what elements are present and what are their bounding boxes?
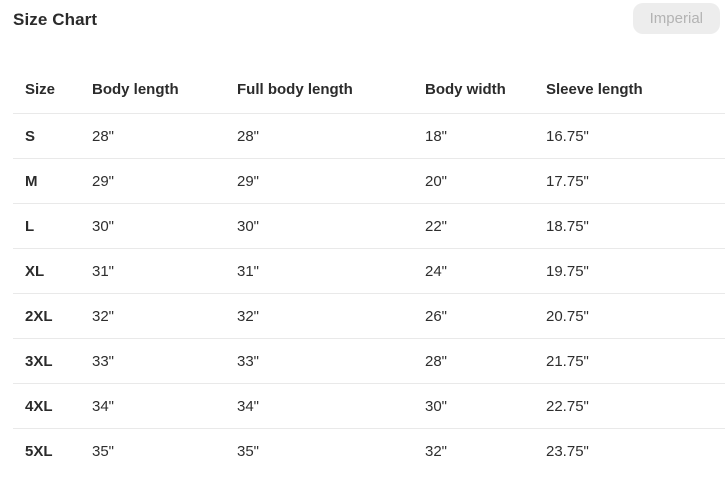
measurement-cell: 21.75": [534, 338, 725, 384]
measurement-cell: 20.75": [534, 293, 725, 339]
measurement-cell: 33": [225, 338, 413, 384]
measurement-cell: 34": [225, 383, 413, 429]
table-row: 3XL 33" 33" 28" 21.75": [13, 338, 725, 384]
measurement-cell: 31": [225, 248, 413, 294]
size-label-cell: 5XL: [25, 442, 53, 460]
size-label-cell: XL: [13, 248, 80, 294]
header-cell: Size: [13, 66, 80, 114]
measurement-cell: 28": [413, 338, 534, 384]
measurement-cell: 28": [225, 113, 413, 159]
measurement-cell: 20": [413, 158, 534, 204]
header-cell: Full body length: [225, 66, 413, 114]
table-row: 4XL 34" 34" 30" 22.75": [13, 383, 725, 429]
table-body: S 28" 28" 18" 16.75" M 29" 29" 20" 17.75" L 30" 30" 2…: [13, 113, 725, 474]
measurement-cell: 29": [80, 158, 225, 204]
table-row: M 29" 29" 20" 17.75": [13, 158, 725, 204]
measurement-cell: 30": [413, 383, 534, 429]
table-header: Size Body length Full body length Body widt…: [13, 66, 725, 114]
measurement-cell: 16.75": [534, 113, 725, 159]
size-label-cell: M: [13, 158, 80, 204]
measurement-cell: 29": [225, 158, 413, 204]
header-cell: Sleeve length: [534, 66, 725, 114]
measurement-cell: 32": [225, 293, 413, 339]
header-cell: Body width: [413, 66, 534, 114]
table-row: 2XL 32" 32" 26" 20.75": [13, 293, 725, 339]
header-bar: Size Chart Imperial: [0, 0, 727, 66]
measurement-cell: 18.75": [534, 203, 725, 249]
measurement-cell: 26": [413, 293, 534, 339]
measurement-cell: 35": [237, 442, 260, 460]
measurement-cell: 31": [80, 248, 225, 294]
page-title: Size Chart: [13, 10, 98, 29]
measurement-cell: 17.75": [534, 158, 725, 204]
size-label-cell: S: [13, 113, 80, 159]
measurement-cell: 30": [225, 203, 413, 249]
header-cell: Body length: [80, 66, 225, 114]
measurement-cell: 22.75": [534, 383, 725, 429]
measurement-cell: 34": [80, 383, 225, 429]
measurement-cell: 30": [80, 203, 225, 249]
measurement-cell: 33": [80, 338, 225, 384]
table-row: S 28" 28" 18" 16.75": [13, 113, 725, 159]
measurement-cell: 32": [425, 442, 448, 460]
measurement-cell: 28": [80, 113, 225, 159]
size-label-cell: 2XL: [13, 293, 80, 339]
measurement-cell: 23.75": [546, 442, 589, 460]
unit-toggle-button[interactable]: Imperial: [632, 3, 720, 34]
size-label-cell: 3XL: [13, 338, 80, 384]
measurement-cell: 35": [92, 442, 115, 460]
table-row: L 30" 30" 22" 18.75": [13, 203, 725, 249]
table-row: XL 31" 31" 24" 19.75": [13, 248, 725, 294]
measurement-cell: 18": [413, 113, 534, 159]
measurement-cell: 24": [413, 248, 534, 294]
table-header-row: Size Body length Full body length Body widt…: [13, 66, 725, 114]
table-row: 5XL 35" 35" 32" 23.75": [13, 429, 725, 474]
measurement-cell: 19.75": [534, 248, 725, 294]
measurement-cell: 22": [413, 203, 534, 249]
size-label-cell: L: [13, 203, 80, 249]
size-label-cell: 4XL: [13, 383, 80, 429]
size-chart-table: Size Body length Full body length Body widt…: [13, 66, 725, 473]
measurement-cell: 32": [80, 293, 225, 339]
